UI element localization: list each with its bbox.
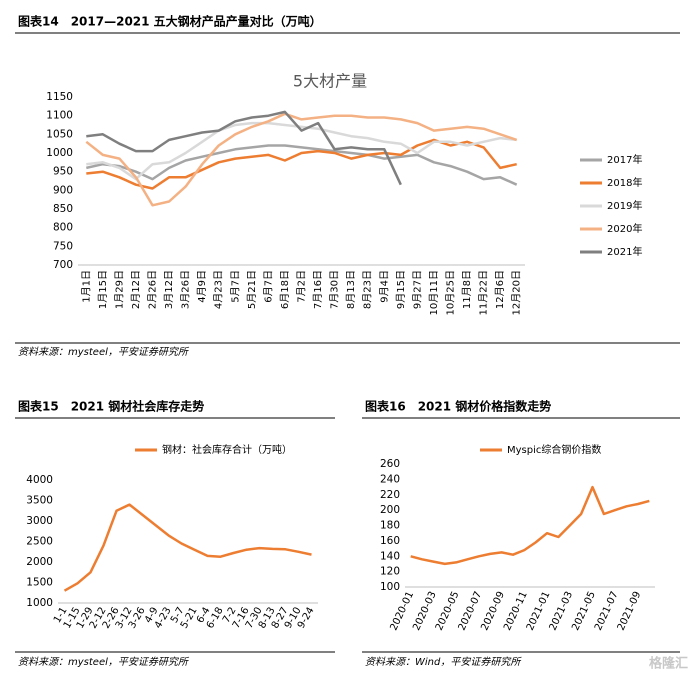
x-tick-label: 10月25日 — [445, 270, 457, 315]
y-tick-label: 900 — [53, 184, 73, 196]
caption: 图表14 2017—2021 五大钢材产品产量对比（万吨） — [18, 14, 322, 29]
source: 资料来源：Wind，平安证券研究所 — [365, 656, 522, 668]
legend-label: 钢材：社会库存合计（万吨） — [162, 443, 292, 456]
x-tick-label: 2021-09 — [616, 590, 644, 633]
y-tick-label: 160 — [380, 535, 400, 547]
legend-label: Myspic综合钢价指数 — [507, 443, 601, 456]
y-tick-label: 140 — [380, 550, 400, 562]
x-tick-label: 12月20日 — [511, 270, 523, 315]
y-tick-label: 1100 — [46, 110, 73, 122]
y-tick-label: 1000 — [46, 147, 73, 159]
x-tick-label: 6月18日 — [279, 270, 291, 309]
x-tick-label: 1月15日 — [97, 270, 109, 309]
x-tick-label: 1月1日 — [80, 270, 92, 303]
y-tick-label: 1150 — [46, 91, 73, 103]
x-tick-label: 3月12日 — [163, 270, 175, 309]
x-tick-label: 11月8日 — [461, 270, 473, 309]
series-line — [86, 121, 517, 181]
y-tick-label: 850 — [53, 203, 73, 215]
x-tick-label: 10月11日 — [428, 270, 440, 315]
series-line — [86, 144, 518, 186]
x-tick-label: 4月23日 — [213, 270, 225, 309]
x-tick-label: 11月22日 — [478, 270, 490, 315]
x-tick-label: 8月23日 — [362, 270, 374, 309]
legend-label: 2017年 — [607, 153, 642, 166]
x-tick-label: 7月16日 — [312, 270, 324, 309]
series-line — [86, 110, 402, 186]
y-tick-label: 3500 — [26, 495, 53, 507]
x-tick-label: 5月21日 — [246, 270, 258, 309]
y-tick-label: 700 — [53, 259, 73, 271]
x-tick-label: 7月2日 — [296, 270, 308, 303]
y-tick-label: 260 — [380, 458, 400, 470]
x-tick-label: 5月7日 — [229, 270, 241, 303]
legend-label: 2021年 — [607, 245, 642, 258]
chart-title: 5大材产量 — [293, 72, 367, 91]
series-line — [63, 503, 312, 592]
y-tick-label: 4000 — [26, 474, 53, 486]
caption: 图表16 2021 钢材价格指数走势 — [365, 399, 551, 414]
caption: 图表15 2021 钢材社会库存走势 — [18, 399, 204, 414]
x-tick-label: 8月13日 — [345, 270, 357, 309]
x-tick-label: 9月27日 — [411, 270, 423, 309]
y-tick-label: 2000 — [26, 556, 53, 568]
x-tick-label: 7月30日 — [329, 270, 341, 309]
x-tick-label: 4月9日 — [196, 270, 208, 303]
x-tick-label: 9月15日 — [395, 270, 407, 309]
y-tick-label: 950 — [53, 166, 73, 178]
x-tick-label: 1月29日 — [113, 270, 125, 309]
y-tick-label: 200 — [380, 504, 400, 516]
series-line — [86, 138, 517, 190]
y-tick-label: 2500 — [26, 536, 53, 548]
y-tick-label: 800 — [53, 222, 73, 234]
legend-label: 2020年 — [607, 222, 642, 235]
y-tick-label: 180 — [380, 520, 400, 532]
x-tick-label: 3月26日 — [180, 270, 192, 309]
source: 资料来源：mysteel，平安证券研究所 — [18, 656, 190, 668]
series-line — [85, 112, 518, 207]
y-tick-label: 1000 — [26, 597, 53, 609]
y-tick-label: 1050 — [46, 128, 73, 140]
source: 资料来源：mysteel，平安证券研究所 — [18, 346, 190, 358]
y-tick-label: 100 — [380, 581, 400, 593]
x-tick-label: 2月26日 — [147, 270, 159, 309]
x-tick-label: 2月12日 — [130, 270, 142, 309]
y-tick-label: 750 — [53, 240, 73, 252]
x-tick-label: 6月7日 — [262, 270, 274, 303]
series-line — [410, 485, 650, 566]
y-tick-label: 220 — [380, 489, 400, 501]
y-tick-label: 1500 — [26, 577, 53, 589]
legend-label: 2019年 — [607, 199, 642, 212]
legend-label: 2018年 — [607, 176, 642, 189]
y-tick-label: 120 — [380, 566, 400, 578]
x-tick-label: 12月6日 — [494, 270, 506, 309]
y-tick-label: 3000 — [26, 515, 53, 527]
watermark: 格隆汇 — [649, 656, 688, 672]
x-tick-label: 9月4日 — [378, 270, 390, 303]
y-tick-label: 240 — [380, 473, 400, 485]
